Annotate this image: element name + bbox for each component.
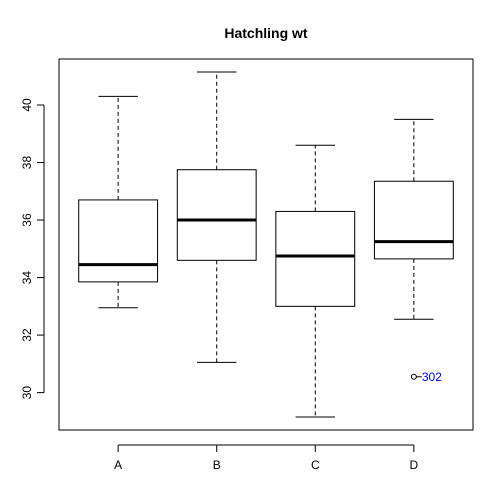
x-tick-label: A bbox=[114, 458, 122, 472]
y-tick-label: 30 bbox=[20, 386, 34, 400]
x-tick-label: B bbox=[213, 458, 221, 472]
y-tick-label: 34 bbox=[20, 271, 34, 285]
x-tick-label: D bbox=[410, 458, 419, 472]
y-tick-label: 32 bbox=[20, 328, 34, 342]
box-C bbox=[275, 210, 356, 307]
plot-area: 30 32 34 36 38 40 A B C D 302 bbox=[20, 71, 454, 472]
plot-frame bbox=[58, 58, 474, 431]
y-tick-label: 36 bbox=[20, 213, 34, 227]
chart-title: Hatchling wt bbox=[224, 25, 308, 41]
x-tick-label: C bbox=[311, 458, 320, 472]
box-D bbox=[373, 180, 454, 260]
outlier-label: 302 bbox=[422, 370, 442, 384]
box-B bbox=[176, 169, 257, 261]
y-tick-label: 40 bbox=[20, 98, 34, 112]
box-A bbox=[78, 199, 159, 283]
y-tick-label: 38 bbox=[20, 156, 34, 170]
outlier-point bbox=[410, 373, 417, 380]
